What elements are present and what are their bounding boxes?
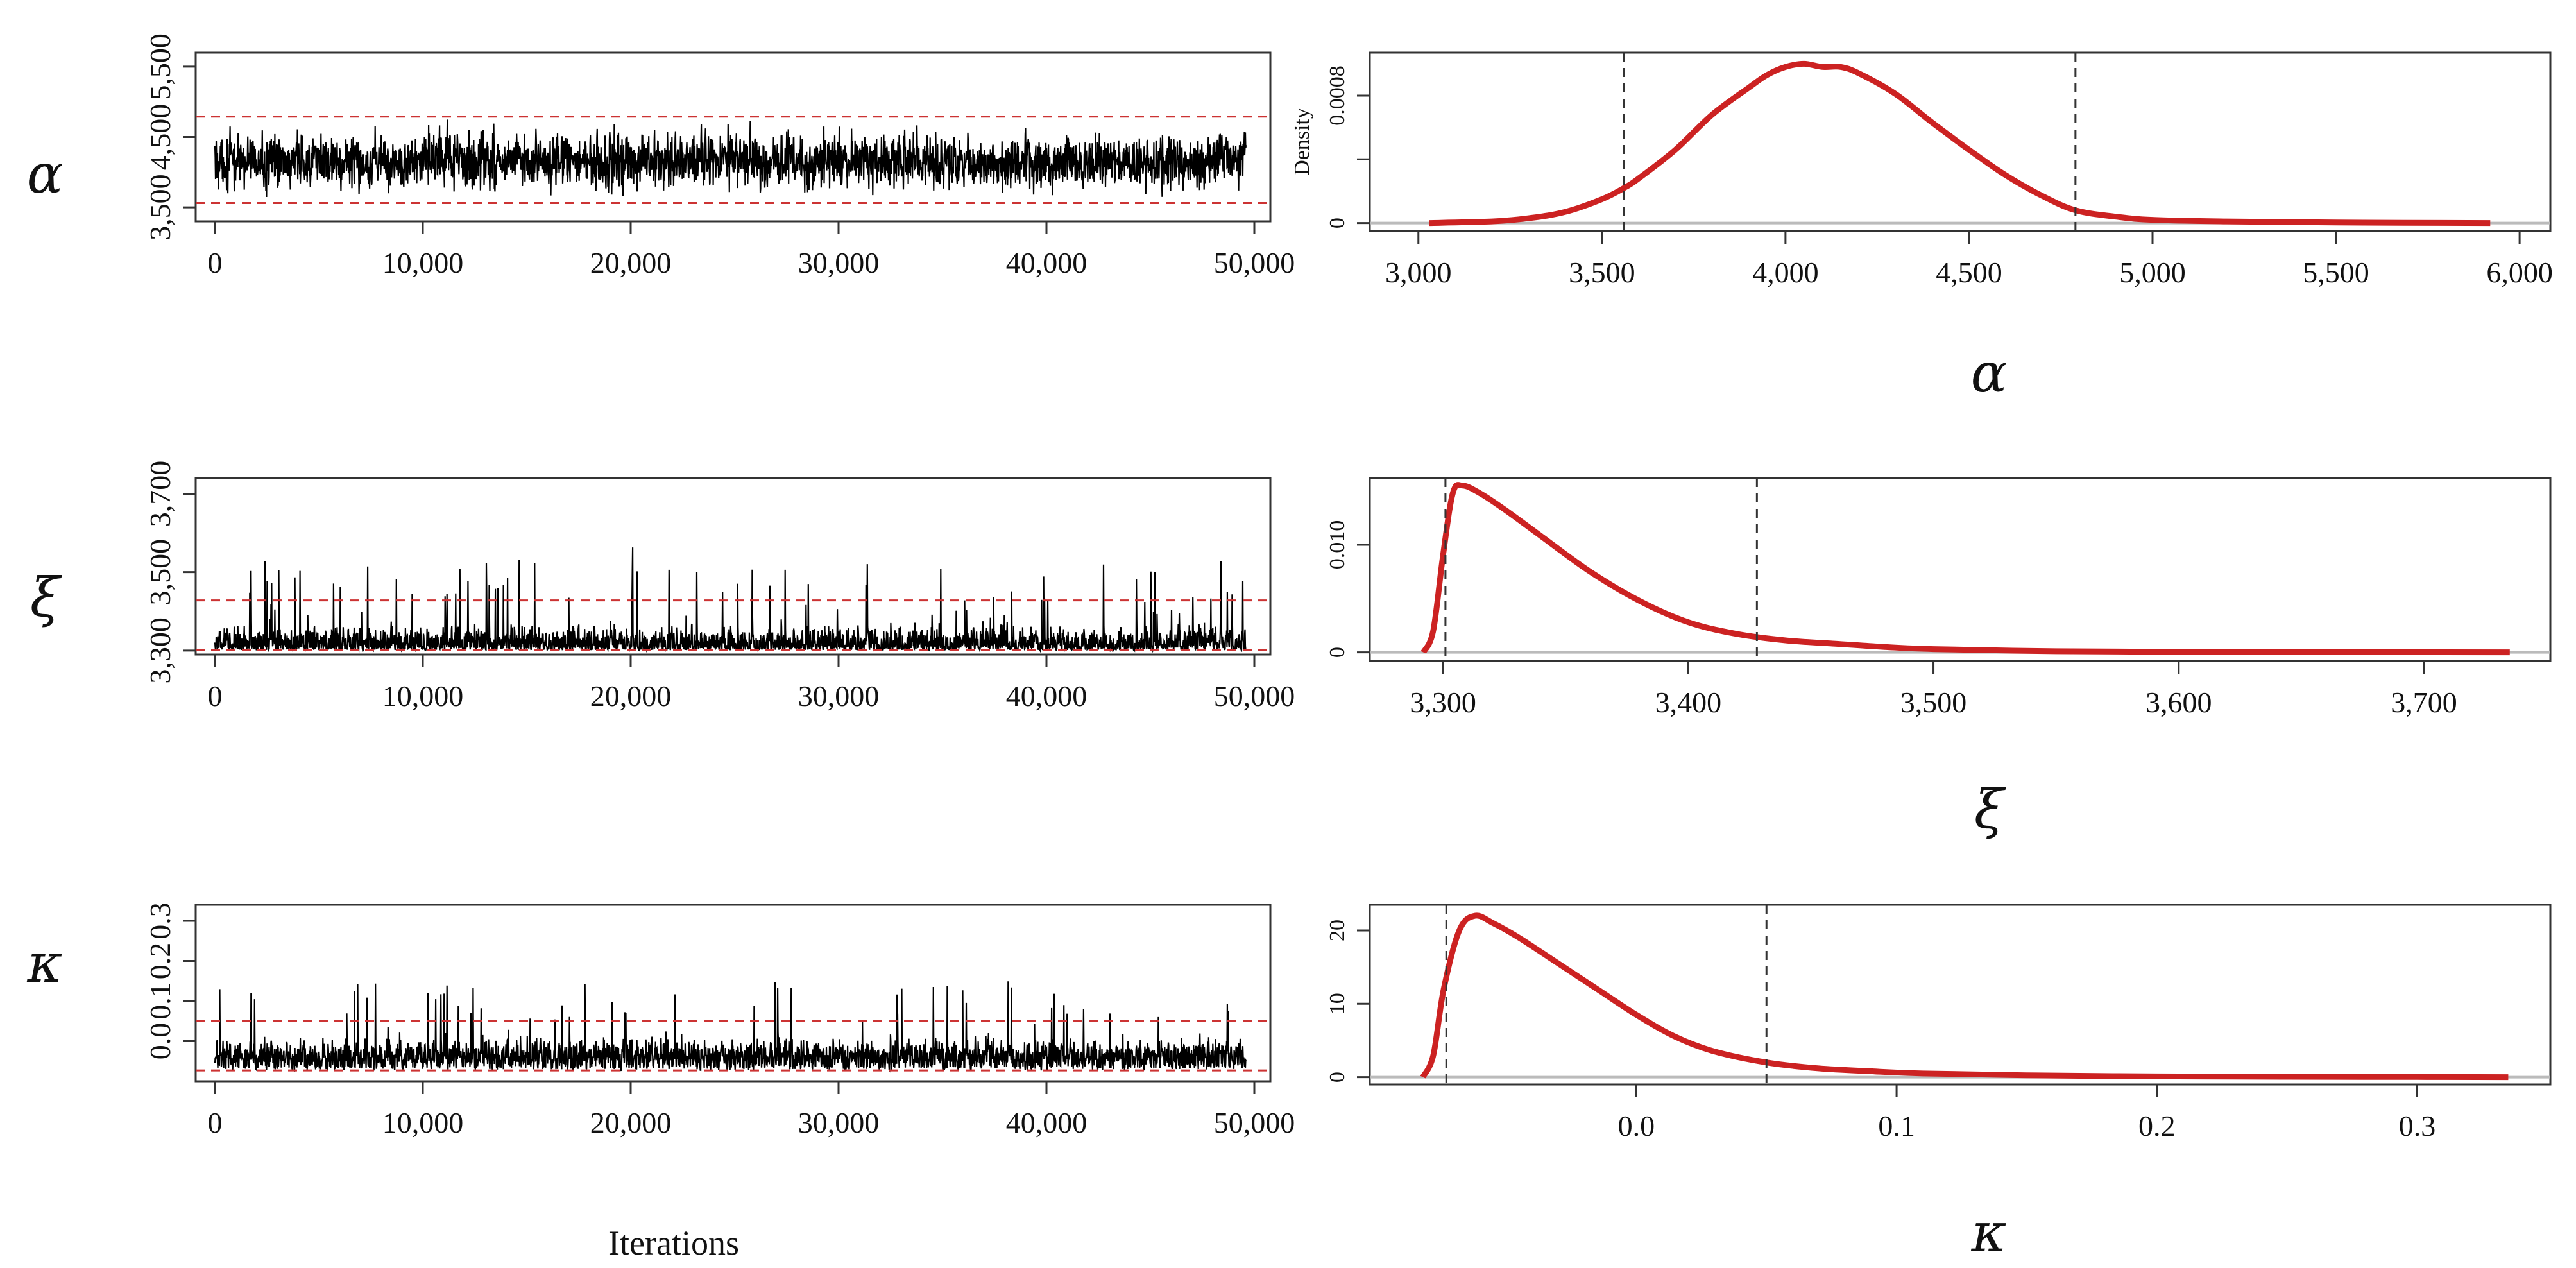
density-curve — [1429, 60, 2491, 227]
x-tick-label: 3,700 — [2391, 686, 2457, 719]
x-tick-label: 10,000 — [382, 246, 464, 279]
y-tick-label: 0.010 — [1326, 520, 1349, 570]
x-tick-label: 40,000 — [1006, 246, 1088, 279]
density-xlabel-kappa: κ — [1970, 1201, 2006, 1264]
density-xlabel-alpha: α — [1971, 341, 2008, 404]
y-tick-label: 0 — [1326, 218, 1349, 228]
y-tick-label: 4,500 — [144, 104, 176, 171]
x-tick-label: 50,000 — [1214, 680, 1295, 712]
trace-line — [214, 547, 1247, 653]
x-tick-label: 50,000 — [1214, 1106, 1295, 1139]
x-tick-label: 0.0 — [1618, 1110, 1655, 1142]
x-tick-label: 4,000 — [1752, 256, 1819, 289]
density-plot-alpha: 3,000 3,500 4,000 4,500 5,000 5,500 6,000 0 0.00… — [1290, 51, 2553, 289]
x-tick-label: 5,000 — [2119, 256, 2186, 289]
x-tick-label: 30,000 — [798, 246, 880, 279]
x-tick-label: 30,000 — [798, 1106, 880, 1139]
x-tick-label: 6,000 — [2486, 256, 2553, 289]
trace-line — [214, 119, 1247, 198]
x-tick-label: 0 — [208, 680, 223, 712]
row-label-kappa: κ — [26, 932, 62, 995]
x-tick-label: 0.3 — [2399, 1110, 2436, 1142]
plot-frame — [194, 51, 1272, 223]
plot-frame — [1369, 51, 2552, 232]
x-tick-label: 3,600 — [2145, 686, 2212, 719]
plot-frame — [194, 904, 1272, 1083]
y-tick-label: 20 — [1326, 920, 1349, 941]
x-tick-label: 40,000 — [1006, 1106, 1088, 1139]
x-tick-label: 4,500 — [1936, 256, 2002, 289]
y-tick-label: 0.2 — [144, 943, 176, 980]
density-plot-xi: 3,300 3,400 3,500 3,600 3,700 0 0.010 — [1326, 477, 2552, 719]
y-tick-label: 0 — [1326, 1072, 1349, 1083]
density-curve — [1420, 912, 2509, 1081]
x-tick-label: 3,500 — [1900, 686, 1967, 719]
x-tick-label: 10,000 — [382, 1106, 464, 1139]
x-tick-label: 5,500 — [2303, 256, 2369, 289]
x-tick-label: 0.1 — [1878, 1110, 1915, 1142]
x-tick-label: 3,500 — [1569, 256, 1635, 289]
trace-plot-xi: 0 10,000 20,000 30,000 40,000 50,000 3,300 3,50… — [144, 461, 1295, 712]
x-tick-label: 0.2 — [2138, 1110, 2176, 1142]
y-tick-label: 0.3 — [144, 902, 176, 939]
y-tick-label: 3,500 — [144, 539, 176, 606]
y-tick-label: 0 — [1326, 647, 1349, 658]
y-tick-label: 3,700 — [144, 461, 176, 527]
x-tick-label: 30,000 — [798, 680, 880, 712]
x-tick-label: 20,000 — [590, 1106, 672, 1139]
y-tick-label: 0.1 — [144, 982, 176, 1020]
x-tick-label: 3,300 — [1410, 686, 1476, 719]
trace-plot-alpha: 0 10,000 20,000 30,000 40,000 50,000 3,5004,50… — [144, 33, 1295, 279]
x-tick-label: 40,000 — [1006, 680, 1088, 712]
x-tick-label: 20,000 — [590, 246, 672, 279]
row-label-xi: ξ — [30, 566, 62, 629]
x-tick-label: 10,000 — [382, 680, 464, 712]
trace-line — [214, 981, 1247, 1073]
row-label-alpha: α — [27, 142, 64, 205]
trace-xlabel: Iterations — [608, 1224, 739, 1262]
x-tick-label: 20,000 — [590, 680, 672, 712]
y-tick-label: 3,500 — [144, 174, 176, 241]
x-tick-label: 3,400 — [1655, 686, 1722, 719]
y-tick-label: 0.0008 — [1326, 65, 1349, 126]
y-tick-label: 5,500 — [144, 33, 176, 99]
x-tick-label: 0 — [208, 1106, 223, 1139]
density-plot-kappa: 0.0 0.1 0.2 0.3 0 10 20 — [1326, 904, 2552, 1142]
plot-frame — [1369, 477, 2552, 662]
plot-frame — [1369, 904, 2552, 1086]
x-tick-label: 3,000 — [1385, 256, 1452, 289]
y-axis-label: Density — [1290, 108, 1314, 176]
trace-plot-kappa: 0 10,000 20,000 30,000 40,000 50,000 0.00.10.2… — [144, 902, 1295, 1139]
y-tick-label: 0.0 — [144, 1023, 176, 1060]
density-curve — [1420, 482, 2510, 656]
y-tick-label: 3,300 — [144, 617, 176, 684]
plot-frame — [194, 477, 1272, 656]
density-xlabel-xi: ξ — [1974, 778, 2006, 841]
x-tick-label: 50,000 — [1214, 246, 1295, 279]
y-tick-label: 10 — [1326, 993, 1349, 1015]
x-tick-label: 0 — [208, 246, 223, 279]
